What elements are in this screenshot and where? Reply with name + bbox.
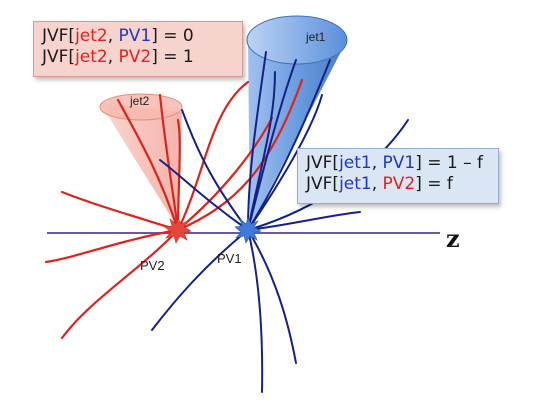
pv1-track — [247, 211, 361, 231]
pv2-label: PV2 — [140, 258, 165, 273]
pv1-track — [247, 229, 297, 364]
jet-name: jet2 — [75, 26, 108, 46]
pv1-track — [181, 109, 249, 231]
jet-name: jet1 — [339, 174, 372, 194]
pv-name: PV2 — [118, 47, 152, 67]
separator: , — [371, 174, 383, 194]
pv2-track — [44, 228, 180, 264]
jvf-jet1-box: JVF[jet1, PV1] = 1 – f JVF[jet1, PV2] = … — [297, 148, 499, 204]
separator: , — [371, 153, 383, 173]
pv2-vertex — [164, 217, 192, 244]
jet-name: jet1 — [339, 153, 372, 173]
pv-name: PV1 — [118, 26, 152, 46]
jvf-value: ] = f — [415, 174, 453, 194]
jet1-cone — [246, 15, 348, 228]
jvf-value: ] = 1 – f — [415, 153, 484, 173]
pv-name: PV1 — [382, 153, 416, 173]
jvf-jet2-pv1-line: JVF[jet2, PV1] = 0 — [42, 26, 234, 47]
separator: , — [107, 47, 119, 67]
pv2-track — [176, 116, 274, 232]
pv1-track — [247, 94, 323, 231]
pv-name: PV2 — [382, 174, 416, 194]
z-axis-label: z — [446, 224, 460, 253]
jvf-prefix: JVF[ — [306, 174, 340, 194]
jvf-prefix: JVF[ — [42, 47, 76, 67]
jvf-jet2-box: JVF[jet2, PV1] = 0 JVF[jet2, PV2] = 1 — [33, 21, 243, 77]
jet-name: jet2 — [75, 47, 108, 67]
jvf-value: ] = 1 — [151, 47, 194, 67]
pv1-track — [151, 229, 249, 331]
pv1-vertex — [234, 217, 262, 244]
jvf-jet2-pv2-line: JVF[jet2, PV2] = 1 — [42, 47, 234, 68]
pv1-label: PV1 — [217, 251, 242, 266]
pv2-track — [176, 80, 250, 232]
pv2-track — [116, 98, 180, 232]
separator: , — [107, 26, 119, 46]
pv1-track — [247, 71, 276, 231]
pv2-tracks — [44, 78, 304, 340]
pv1-track — [247, 59, 331, 231]
jet1-label: jet1 — [306, 30, 326, 44]
pv2-track — [176, 118, 181, 232]
pv2-track — [60, 228, 180, 340]
pv1-track — [247, 51, 267, 231]
pv2-track — [158, 93, 180, 232]
jvf-jet1-pv1-line: JVF[jet1, PV1] = 1 – f — [306, 153, 490, 174]
jvf-prefix: JVF[ — [306, 153, 340, 173]
jvf-value: ] = 0 — [151, 26, 194, 46]
pv1-track — [247, 229, 264, 393]
jvf-prefix: JVF[ — [42, 26, 76, 46]
pv1-track — [159, 159, 249, 231]
pv2-track — [60, 190, 180, 232]
jet2-label: jet2 — [130, 94, 150, 108]
jvf-jet1-pv2-line: JVF[jet1, PV2] = f — [306, 174, 490, 195]
